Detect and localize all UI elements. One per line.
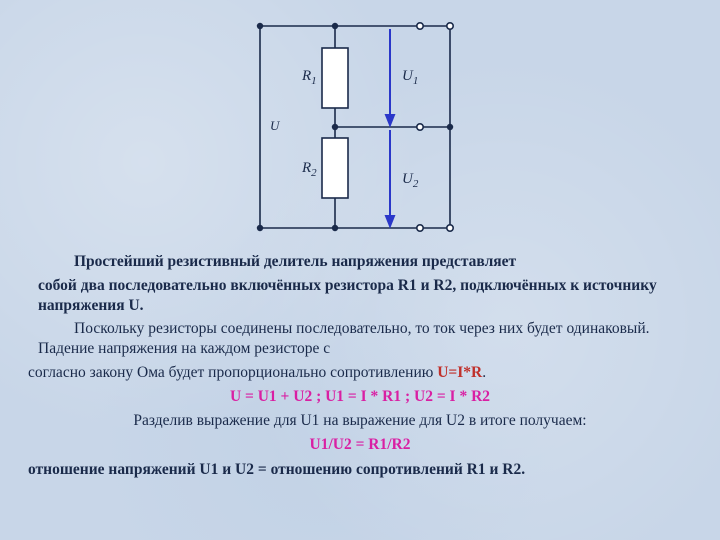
- body-text: Простейший резистивный делитель напряжен…: [0, 246, 720, 480]
- equation-1: U = U1 + U2 ; U1 = I * R1 ; U2 = I * R2: [38, 387, 682, 407]
- para-1a: Простейший резистивный делитель напряжен…: [38, 252, 682, 272]
- label-R1: R1: [301, 68, 317, 87]
- para-1b: собой два последовательно включённых рез…: [38, 276, 682, 316]
- voltage-divider-svg: U R1 R2 U1 U2: [230, 8, 490, 246]
- para-2a: Поскольку резисторы соединены последоват…: [38, 319, 682, 359]
- equation-2: U1/U2 = R1/R2: [38, 435, 682, 455]
- label-U1: U1: [402, 68, 418, 87]
- para-4: отношение напряжений U1 и U2 = отношению…: [28, 460, 682, 480]
- para-3: Разделив выражение для U1 на выражение д…: [38, 411, 682, 431]
- label-U2: U2: [402, 171, 419, 190]
- label-U: U: [270, 118, 281, 133]
- para-2b: согласно закону Ома будет пропорциональн…: [28, 363, 682, 383]
- label-R2: R2: [301, 160, 317, 179]
- circuit-diagram: U R1 R2 U1 U2: [0, 0, 720, 246]
